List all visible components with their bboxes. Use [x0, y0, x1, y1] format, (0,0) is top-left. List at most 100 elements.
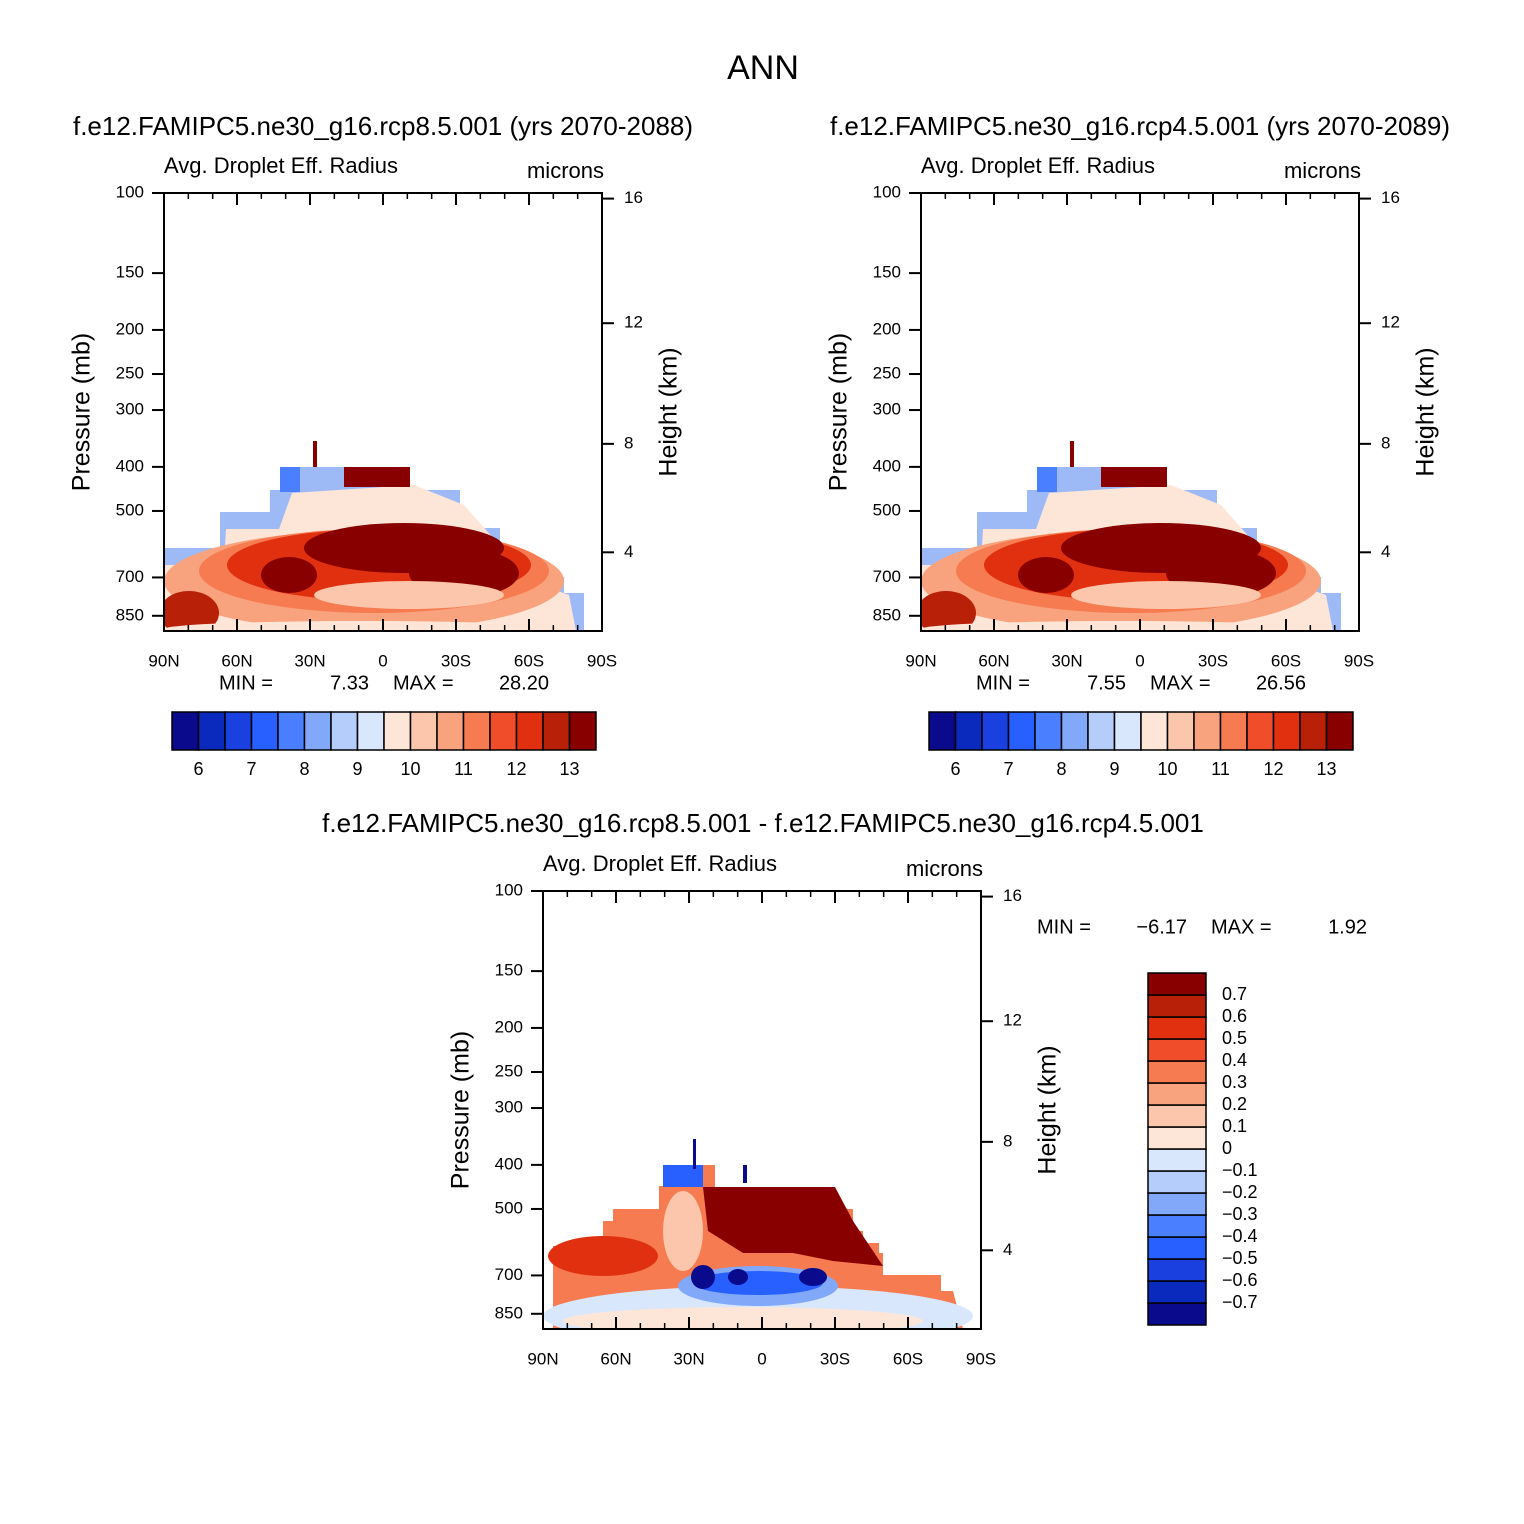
max-label: MAX = [393, 672, 454, 694]
y-tick-label: 300 [873, 400, 901, 419]
colorbar-box [436, 711, 465, 751]
y-tick-label: 500 [495, 1198, 523, 1217]
contour-fill [164, 591, 219, 631]
colorbar-box [1272, 711, 1301, 751]
y-tick-label: 300 [116, 400, 144, 419]
contour-fill [314, 581, 504, 609]
colorbar-box [1147, 994, 1207, 1018]
colorbar-box [383, 711, 412, 751]
contour-fill [921, 621, 1321, 631]
contour-fill [548, 1236, 658, 1276]
colorbar-box [489, 711, 518, 751]
x-tick-label: 60N [600, 1349, 631, 1368]
x-tick-label: 60N [221, 651, 252, 670]
y2-tick-label: 12 [624, 313, 643, 332]
colorbar-box [1087, 711, 1116, 751]
y-tick-label: 200 [116, 319, 144, 338]
colorbar-label: 11 [1211, 759, 1230, 779]
contour-fill [691, 1265, 715, 1289]
max-value: 1.92 [1328, 916, 1367, 938]
colorbar-label: −0.4 [1222, 1226, 1258, 1246]
x-tick-label: 0 [1135, 651, 1144, 670]
x-tick-label: 90N [905, 651, 936, 670]
y2-tick-label: 8 [624, 433, 633, 452]
colorbar-label: 6 [193, 759, 203, 779]
colorbar-box [197, 711, 226, 751]
x-tick-label: 30N [294, 651, 325, 670]
y-tick-label: 250 [495, 1062, 523, 1081]
colorbar-box [1147, 972, 1207, 996]
x-tick-label: 30S [820, 1349, 850, 1368]
y-tick-label: 250 [116, 364, 144, 383]
contour-fill [693, 1139, 696, 1169]
colorbar-box [1193, 711, 1222, 751]
x-tick-label: 0 [757, 1349, 766, 1368]
x-tick-label: 60N [978, 651, 1009, 670]
colorbar-label: −0.5 [1222, 1248, 1258, 1268]
min-value: −6.17 [1136, 916, 1187, 938]
x-tick-label: 30S [1198, 651, 1228, 670]
colorbar-box [1299, 711, 1328, 751]
colorbar-box [1219, 711, 1248, 751]
colorbar-box [171, 711, 200, 751]
contour-fill [703, 1187, 883, 1266]
contour-shapes [921, 441, 1341, 631]
units: microns [527, 158, 604, 183]
colorbar-label: 11 [454, 759, 473, 779]
y-tick-label: 150 [873, 263, 901, 282]
y-tick-label: 850 [495, 1303, 523, 1322]
colorbar-box [928, 711, 957, 751]
contour-fill [164, 621, 564, 631]
colorbar-label: 0.3 [1222, 1072, 1247, 1092]
colorbar-box [277, 711, 306, 751]
x-tick-label: 90N [527, 1349, 558, 1368]
colorbar-box [542, 711, 571, 751]
colorbar-box [1147, 1280, 1207, 1304]
y-tick-label: 700 [873, 567, 901, 586]
colorbar-box [1147, 1126, 1207, 1150]
colorbar-box [1325, 711, 1354, 751]
contour-fill [344, 467, 410, 487]
colorbar-box [568, 711, 597, 751]
colorbar-box [250, 711, 279, 751]
colorbar-box [224, 711, 253, 751]
y2-tick-label: 4 [1003, 1240, 1012, 1259]
colorbar-box [1140, 711, 1169, 751]
contour-fill [799, 1268, 827, 1286]
y-tick-label: 400 [495, 1154, 523, 1173]
y-tick-label: 100 [116, 182, 144, 201]
panel-title: f.e12.FAMIPC5.ne30_g16.rcp8.5.001 - f.e1… [322, 808, 1204, 838]
contour-fill [743, 1165, 747, 1183]
min-value: 7.55 [1087, 672, 1126, 694]
figure-title: ANN [727, 49, 799, 87]
y-axis-label: Pressure (mb) [447, 1031, 475, 1189]
y-tick-label: 150 [495, 961, 523, 980]
variable-name: Avg. Droplet Eff. Radius [543, 851, 777, 876]
colorbar-box [356, 711, 385, 751]
colorbar-box [1166, 711, 1195, 751]
contour-fill [1101, 467, 1167, 487]
y2-axis-label: Height (km) [655, 347, 683, 476]
y2-tick-label: 16 [1003, 886, 1022, 905]
contour-fill [563, 1307, 923, 1329]
max-value: 26.56 [1256, 672, 1306, 694]
x-tick-label: 90S [966, 1349, 996, 1368]
y-tick-label: 100 [495, 880, 523, 899]
y2-axis-label: Height (km) [1034, 1045, 1062, 1174]
x-tick-label: 60S [1271, 651, 1301, 670]
y2-axis-label: Height (km) [1412, 347, 1440, 476]
panel-title: f.e12.FAMIPC5.ne30_g16.rcp4.5.001 (yrs 2… [830, 111, 1450, 141]
x-tick-label: 30N [1051, 651, 1082, 670]
contour-fill [728, 1269, 748, 1285]
colorbar-label: 0 [1222, 1138, 1232, 1158]
y-tick-label: 250 [873, 364, 901, 383]
contour-fill [663, 1165, 703, 1187]
colorbar-label: 12 [506, 759, 526, 779]
contour-shapes [164, 441, 584, 631]
y-tick-label: 850 [116, 605, 144, 624]
x-tick-label: 30N [673, 1349, 704, 1368]
contour-shapes [543, 1139, 973, 1329]
colorbar-label: −0.1 [1222, 1160, 1258, 1180]
colorbar-box [1147, 1170, 1207, 1194]
colorbar-label: 7 [246, 759, 256, 779]
